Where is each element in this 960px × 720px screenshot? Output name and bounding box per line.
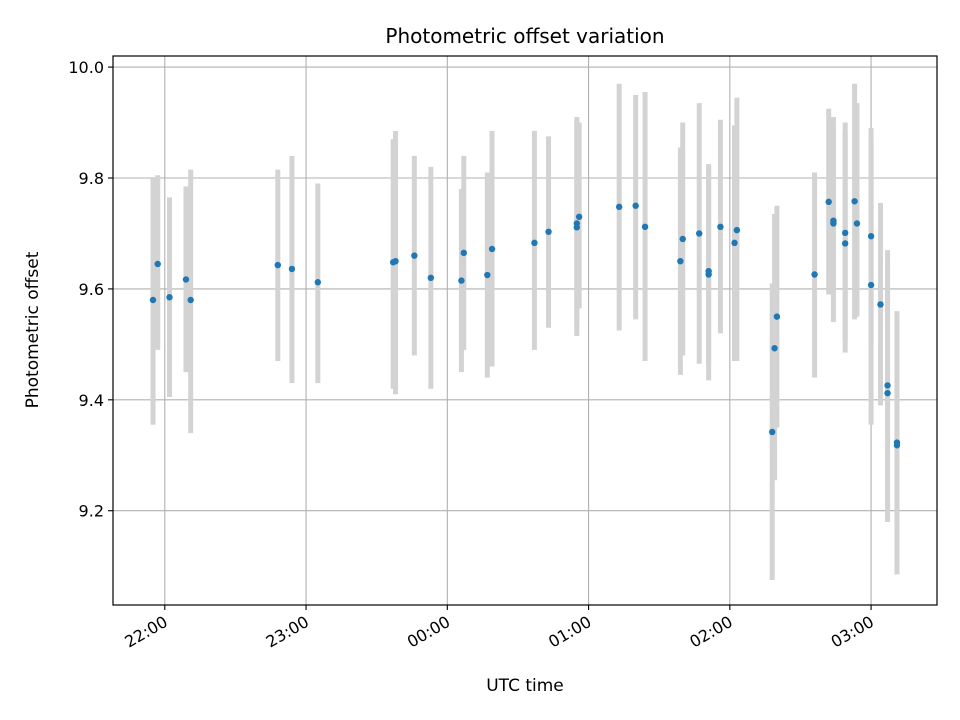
error-bars <box>150 83 900 581</box>
data-point <box>677 257 684 265</box>
data-point <box>696 230 703 237</box>
y-tick-label: 9.4 <box>79 391 104 410</box>
data-point <box>867 233 875 240</box>
data-point <box>545 228 552 235</box>
data-point <box>573 224 580 231</box>
data-point <box>288 265 296 273</box>
data-point <box>731 239 738 247</box>
data-point <box>717 223 724 230</box>
data-points <box>149 198 901 449</box>
data-point <box>733 226 741 234</box>
data-point <box>825 198 832 206</box>
data-point <box>154 260 161 268</box>
x-tick-label: 03:00 <box>828 612 877 652</box>
data-point <box>458 277 465 284</box>
plot-area-frame <box>112 55 938 606</box>
data-point <box>884 382 891 389</box>
data-point <box>773 313 781 320</box>
data-point <box>531 239 538 247</box>
x-tick-label: 00:00 <box>404 612 453 652</box>
y-axis-label: Photometric offset <box>23 251 43 408</box>
x-axis-ticks: 22:00 23:00 00:00 01:00 02:00 03:00 <box>121 605 877 652</box>
y-axis-ticks: 9.2 9.4 9.6 9.8 10.0 <box>68 58 113 521</box>
x-axis-label: UTC time <box>486 676 564 696</box>
chart-title: Photometric offset variation <box>385 24 664 48</box>
data-point <box>641 223 649 230</box>
x-tick-label: 01:00 <box>545 612 594 652</box>
x-tick-label: 02:00 <box>686 612 735 652</box>
data-point <box>851 198 858 205</box>
data-point <box>274 261 281 269</box>
y-tick-label: 9.8 <box>79 169 104 188</box>
x-tick-label: 23:00 <box>263 612 312 652</box>
data-point <box>187 296 194 304</box>
data-point <box>705 271 712 278</box>
y-tick-label: 9.6 <box>79 280 104 299</box>
x-tick-label: 22:00 <box>121 612 170 652</box>
y-tick-label: 10.0 <box>68 58 104 77</box>
data-point <box>488 245 496 253</box>
data-point <box>853 220 861 227</box>
data-point <box>314 279 322 286</box>
data-point <box>830 220 837 227</box>
data-point <box>484 271 491 279</box>
data-point <box>841 229 849 237</box>
data-point <box>884 389 891 397</box>
data-point <box>811 271 818 278</box>
data-point <box>632 202 639 209</box>
data-point <box>841 240 849 247</box>
data-point <box>771 345 778 352</box>
data-point <box>615 203 623 211</box>
data-point <box>149 296 157 304</box>
data-point <box>460 249 467 257</box>
data-point <box>679 235 686 243</box>
data-point <box>893 442 901 449</box>
data-point <box>867 281 875 289</box>
data-point <box>769 428 776 436</box>
data-point <box>182 276 190 283</box>
data-point <box>575 213 583 221</box>
data-point <box>411 252 418 259</box>
data-point <box>877 301 884 308</box>
y-tick-label: 9.2 <box>79 502 104 521</box>
data-point <box>166 294 173 301</box>
data-point <box>392 257 399 265</box>
data-point <box>427 274 435 282</box>
